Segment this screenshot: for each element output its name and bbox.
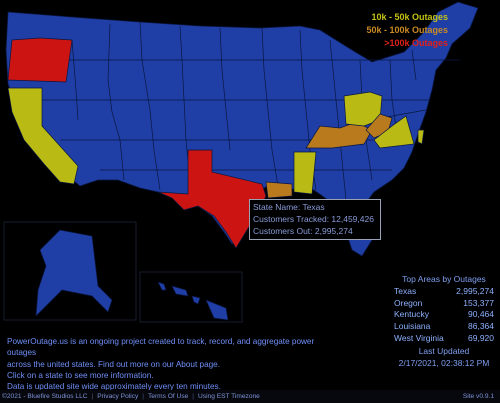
footer-copyright: ©2021 - Bluefire Studios LLC: [2, 393, 88, 400]
top-area-name: Kentucky: [394, 309, 429, 320]
legend: 10k - 50k Outages 50k - 100k Outages >10…: [366, 11, 448, 50]
top-area-name: Texas: [394, 286, 417, 296]
state-alaska[interactable]: [35, 229, 113, 317]
top-area-value: 86,364: [468, 321, 494, 332]
top-area-value: 90,464: [468, 309, 494, 320]
footer-separator: |: [192, 393, 195, 400]
legend-item-10k-50k: 10k - 50k Outages: [371, 12, 448, 22]
top-area-name: Louisiana: [394, 321, 431, 332]
tooltip-state-name: State Name: Texas: [253, 202, 325, 212]
legend-item-100k-plus: >100k Outages: [384, 38, 448, 48]
top-area-value: 69,920: [468, 332, 494, 343]
site-version: Site v0.9.1: [462, 393, 494, 400]
top-area-value: 153,377: [463, 297, 494, 308]
top-area-name: West Virginia: [394, 332, 444, 343]
state-hawaii[interactable]: [157, 281, 229, 321]
alaska-inset: [3, 221, 137, 321]
top-area-row[interactable]: Louisiana 86,364: [394, 321, 494, 333]
state-california[interactable]: [7, 87, 79, 185]
info-line: Click on a state to see more information…: [7, 370, 154, 380]
info-line: PowerOutage.us is an ongoing project cre…: [7, 337, 315, 358]
state-mississippi[interactable]: [293, 151, 317, 195]
state-louisiana[interactable]: [265, 181, 293, 199]
info-line: across the united states. Find out more …: [7, 359, 221, 369]
terms-of-use-link[interactable]: Terms Of Use: [147, 393, 189, 400]
top-areas-panel: Top Areas by Outages Texas 2,995,274 Ore…: [394, 274, 494, 370]
footer-separator: |: [142, 393, 144, 400]
top-area-row[interactable]: Oregon 153,377: [394, 298, 494, 310]
tooltip-customers-out: Customers Out: 2,995,274: [253, 226, 353, 237]
state-oregon[interactable]: [7, 37, 73, 83]
info-text: PowerOutage.us is an ongoing project cre…: [7, 336, 337, 392]
top-area-row[interactable]: Texas 2,995,274: [394, 286, 494, 298]
top-area-value: 2,995,274: [456, 286, 494, 296]
last-updated-label: Last Updated: [418, 345, 470, 356]
top-area-row[interactable]: Kentucky 90,464: [394, 309, 494, 321]
state-tooltip: State Name: Texas Customers Tracked: 12,…: [249, 199, 381, 240]
legend-item-50k-100k: 50k - 100k Outages: [366, 25, 448, 35]
hawaii-inset: [139, 271, 243, 323]
top-area-row[interactable]: West Virginia 69,920: [394, 333, 494, 345]
tooltip-customers-tracked: Customers Tracked: 12,459,426: [253, 214, 374, 225]
top-area-name: Oregon: [394, 297, 423, 308]
privacy-policy-link[interactable]: Privacy Policy: [97, 393, 139, 400]
last-updated-value: 2/17/2021, 02:38:12 PM: [398, 358, 490, 369]
footer: ©2021 - Bluefire Studios LLC | Privacy Pol…: [0, 390, 500, 403]
state-delaware[interactable]: [417, 129, 425, 145]
timezone-link[interactable]: Using EST Timezone: [198, 393, 260, 400]
top-areas-header: Top Areas by Outages: [402, 274, 486, 284]
state-texas[interactable]: [157, 149, 267, 249]
info-line: Data is updated site wide approximately …: [7, 382, 221, 392]
us-outage-map[interactable]: [0, 0, 500, 390]
footer-separator: |: [91, 393, 94, 400]
state-virginia[interactable]: [373, 115, 415, 149]
